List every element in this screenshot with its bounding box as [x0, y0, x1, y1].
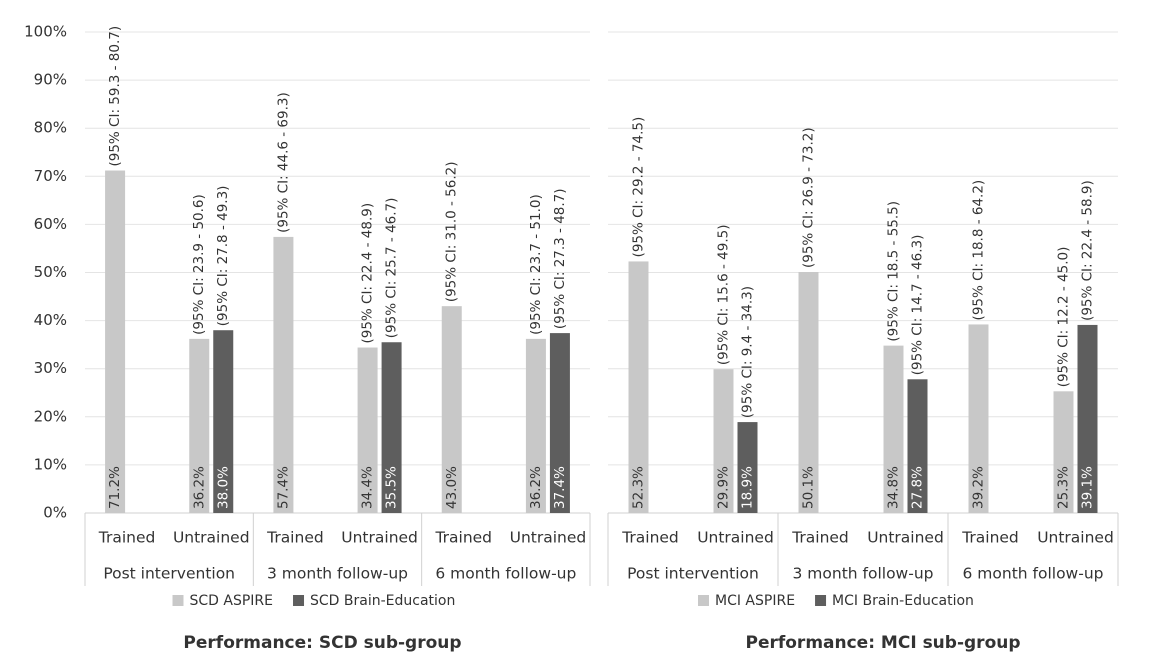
bar [441, 306, 462, 513]
ci-label: (95% CI: 23.7 - 51.0) [528, 194, 544, 335]
value-label: 36.2% [191, 466, 207, 509]
bar [213, 330, 234, 513]
value-label: 50.1% [801, 466, 817, 509]
bar [549, 333, 570, 513]
y-tick-label: 60% [34, 215, 67, 233]
y-tick-label: 100% [24, 23, 67, 41]
ci-label: (95% CI: 9.4 - 34.3) [740, 286, 756, 418]
x-tick-label: Untrained [173, 529, 250, 547]
ci-label: (95% CI: 18.5 - 55.5) [886, 201, 902, 342]
value-label: 38.0% [215, 466, 231, 509]
value-label: 34.4% [360, 466, 376, 509]
bar [968, 324, 989, 513]
value-label: 39.1% [1080, 466, 1096, 509]
group-label: 3 month follow-up [793, 565, 934, 583]
ci-label: (95% CI: 44.6 - 69.3) [275, 92, 291, 233]
value-label: 36.2% [528, 466, 544, 509]
ci-label: (95% CI: 27.8 - 49.3) [215, 186, 231, 327]
ci-label: (95% CI: 23.9 - 50.6) [191, 194, 207, 335]
x-tick-label: Trained [621, 529, 679, 547]
y-tick-label: 10% [34, 455, 67, 473]
value-label: 35.5% [384, 466, 400, 509]
value-label: 57.4% [275, 466, 291, 509]
y-tick-label: 70% [34, 167, 67, 185]
y-tick-label: 20% [34, 407, 67, 425]
legend-swatch [815, 595, 827, 606]
ci-label: (95% CI: 12.2 - 45.0) [1056, 247, 1072, 388]
bar [105, 170, 126, 513]
value-label: 37.4% [552, 466, 568, 509]
y-tick-label: 0% [43, 504, 67, 522]
legend-swatch [698, 595, 709, 606]
y-tick-label: 50% [34, 263, 67, 281]
value-label: 71.2% [107, 466, 123, 509]
chart-title: Performance: MCI sub-group [745, 633, 1020, 653]
x-tick-label: Trained [961, 529, 1019, 547]
value-label: 43.0% [444, 466, 460, 509]
ci-label: (95% CI: 27.3 - 48.7) [552, 188, 568, 329]
ci-label: (95% CI: 26.9 - 73.2) [801, 127, 817, 268]
value-label: 27.8% [910, 466, 926, 509]
ci-label: (95% CI: 22.4 - 58.9) [1080, 180, 1096, 321]
y-tick-label: 90% [34, 71, 67, 89]
x-tick-label: Trained [266, 529, 324, 547]
bar [737, 422, 758, 513]
value-label: 29.9% [716, 466, 732, 509]
value-label: 25.3% [1056, 466, 1072, 509]
bar [628, 261, 649, 513]
legend-label: MCI ASPIRE [715, 593, 795, 609]
bar [357, 347, 378, 513]
bar [525, 338, 546, 513]
x-tick-label: Untrained [697, 529, 774, 547]
bar [798, 272, 819, 513]
group-label: 6 month follow-up [963, 565, 1104, 583]
ci-label: (95% CI: 22.4 - 48.9) [360, 203, 376, 344]
ci-label: (95% CI: 25.7 - 46.7) [384, 198, 400, 339]
bar [713, 369, 734, 513]
x-tick-label: Untrained [341, 529, 418, 547]
x-tick-label: Trained [791, 529, 849, 547]
y-tick-label: 80% [34, 119, 67, 137]
legend-label: SCD Brain-Education [310, 593, 455, 609]
ci-label: (95% CI: 15.6 - 49.5) [716, 225, 732, 366]
ci-label: (95% CI: 14.7 - 46.3) [910, 235, 926, 376]
legend-swatch [293, 595, 305, 606]
group-label: 6 month follow-up [435, 565, 576, 583]
legend-swatch [172, 595, 184, 606]
y-tick-label: 40% [34, 311, 67, 329]
group-label: Post intervention [627, 565, 759, 583]
legend-label: SCD ASPIRE [190, 593, 274, 609]
ci-label: (95% CI: 29.2 - 74.5) [631, 117, 647, 258]
y-tick-label: 30% [34, 359, 67, 377]
x-tick-label: Trained [434, 529, 492, 547]
bar [273, 236, 294, 513]
bar [907, 379, 928, 513]
bar [189, 338, 210, 513]
bar [1053, 391, 1074, 513]
bar [883, 345, 904, 513]
value-label: 18.9% [740, 466, 756, 509]
value-label: 34.8% [886, 466, 902, 509]
ci-label: (95% CI: 31.0 - 56.2) [444, 162, 460, 303]
group-label: 3 month follow-up [267, 565, 408, 583]
x-tick-label: Untrained [510, 529, 587, 547]
ci-label: (95% CI: 59.3 - 80.7) [107, 26, 123, 167]
bar [1077, 324, 1098, 513]
x-tick-label: Trained [98, 529, 156, 547]
legend-label: MCI Brain-Education [832, 593, 974, 609]
group-label: Post intervention [103, 565, 235, 583]
x-tick-label: Untrained [1037, 529, 1114, 547]
value-label: 39.2% [971, 466, 987, 509]
x-tick-label: Untrained [867, 529, 944, 547]
ci-label: (95% CI: 18.8 - 64.2) [971, 180, 987, 321]
chart-title: Performance: SCD sub-group [183, 633, 461, 653]
value-label: 52.3% [631, 466, 647, 509]
bar [381, 342, 402, 513]
